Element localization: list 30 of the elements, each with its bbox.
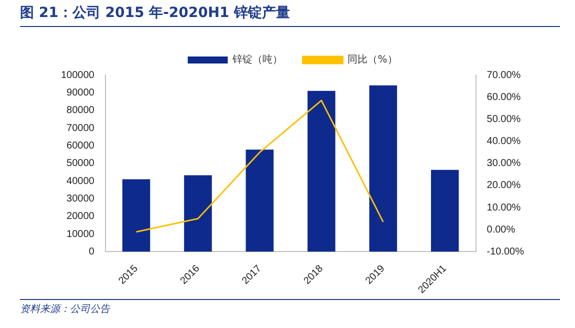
y-tick-label: 60000 [66,140,95,152]
bar [308,90,336,252]
y2-tick-label: -10.00% [486,246,524,258]
y2-tick-label: 0.00% [486,224,516,236]
bar [184,175,212,252]
y-tick-label: 70000 [66,122,95,134]
y-tick-label: 100000 [60,70,95,81]
bar [369,85,398,252]
y-tick-label: 80000 [66,105,95,116]
bar [122,179,150,252]
legend-label: 锌锭（吨） [232,54,283,66]
bar [431,170,459,252]
bar [246,150,274,252]
y-tick-label: 10000 [66,228,95,240]
y2-tick-label: 10.00% [486,202,521,214]
y2-tick-label: 50.00% [486,114,521,125]
y2-tick-label: 60.00% [486,92,521,103]
y2-tick-label: 20.00% [486,180,521,192]
chart-title: 图 21：公司 2015 年-2020H1 锌锭产量 [19,4,292,23]
legend-label: 同比（%） [348,54,398,66]
y-tick-label: 30000 [66,193,95,204]
y-tick-label: 20000 [66,211,95,222]
y-tick-label: 0 [88,246,95,258]
y-tick-label: 90000 [66,87,95,98]
y2-tick-label: 40.00% [486,136,521,148]
y2-tick-label: 30.00% [486,158,521,170]
text: 资料来源：公司公告 [19,302,112,316]
y-tick-label: 40000 [66,176,95,187]
y2-tick-label: 70.00% [486,70,521,81]
y-tick-label: 50000 [66,158,95,170]
